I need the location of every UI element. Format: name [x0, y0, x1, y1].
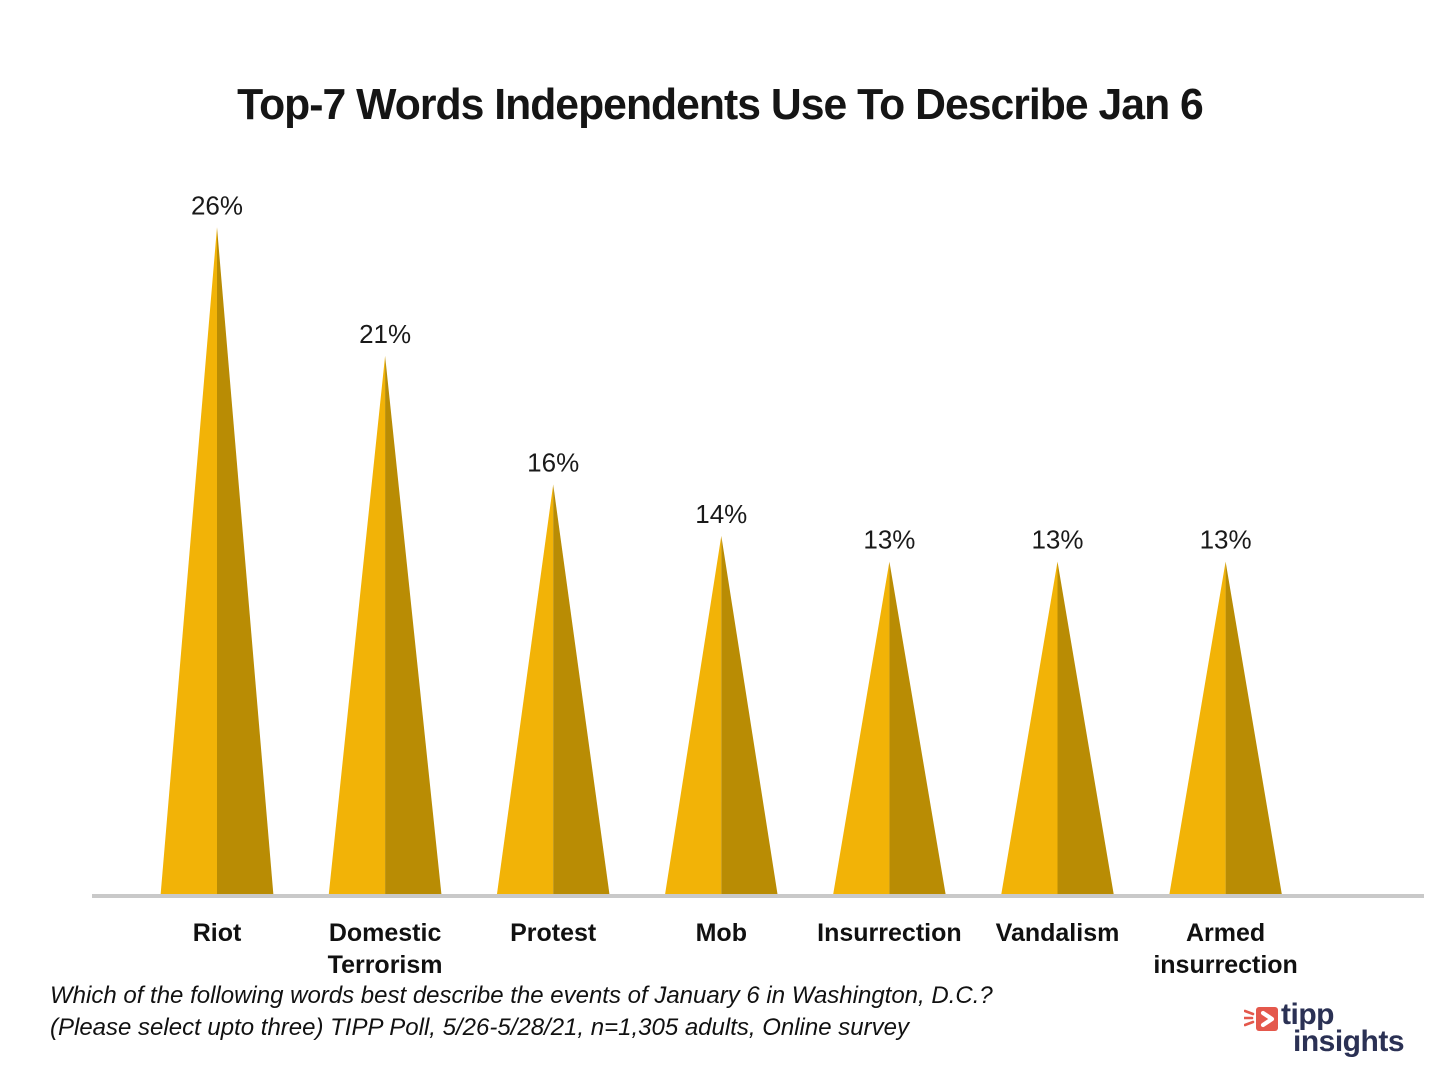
cone-left-half: [1169, 561, 1226, 896]
category-label: Insurrection: [817, 919, 961, 947]
category-label: Protest: [510, 919, 597, 947]
category-label: insurrection: [1153, 951, 1297, 979]
cone-right-half: [1225, 561, 1283, 896]
value-label: 16%: [527, 447, 579, 477]
cone-left-half: [160, 227, 217, 896]
cone-left-half: [832, 561, 890, 896]
cone-right-half: [721, 535, 778, 896]
category-label: Vandalism: [996, 919, 1120, 947]
footnote: Which of the following words best descri…: [50, 980, 993, 1044]
cone-left-half: [664, 535, 722, 896]
value-label: 13%: [1200, 525, 1252, 555]
category-label: Armed: [1186, 919, 1265, 947]
footnote-source: (Please select upto three) TIPP Poll, 5/…: [50, 1013, 909, 1041]
tipp-arrow-icon: [1244, 1007, 1278, 1031]
tipp-insights-logo: tipp insights: [1244, 998, 1424, 1068]
cone-right-half: [385, 355, 442, 896]
cone-left-half: [496, 484, 554, 896]
logo-word-insights: insights: [1293, 1025, 1405, 1058]
cone-right-half: [553, 484, 610, 896]
logo-word-tipp: tipp: [1281, 998, 1334, 1031]
category-label: Riot: [193, 919, 242, 947]
cone-left-half: [328, 355, 386, 896]
x-axis-line: [92, 894, 1424, 898]
footnote-question: Which of the following words best descri…: [50, 982, 993, 1009]
cone-right-half: [217, 227, 274, 896]
category-label: Terrorism: [328, 951, 443, 979]
category-label: Domestic: [329, 919, 442, 947]
value-label: 21%: [359, 319, 411, 349]
chart-title: Top-7 Words Independents Use To Describe…: [237, 80, 1204, 129]
cone-right-half: [1057, 561, 1114, 896]
value-label: 26%: [191, 190, 243, 220]
value-label: 14%: [695, 499, 747, 529]
cone-right-half: [889, 561, 946, 896]
value-label: 13%: [863, 525, 915, 555]
value-label: 13%: [1031, 525, 1083, 555]
category-label: Mob: [696, 919, 747, 947]
cone-left-half: [1001, 561, 1058, 896]
